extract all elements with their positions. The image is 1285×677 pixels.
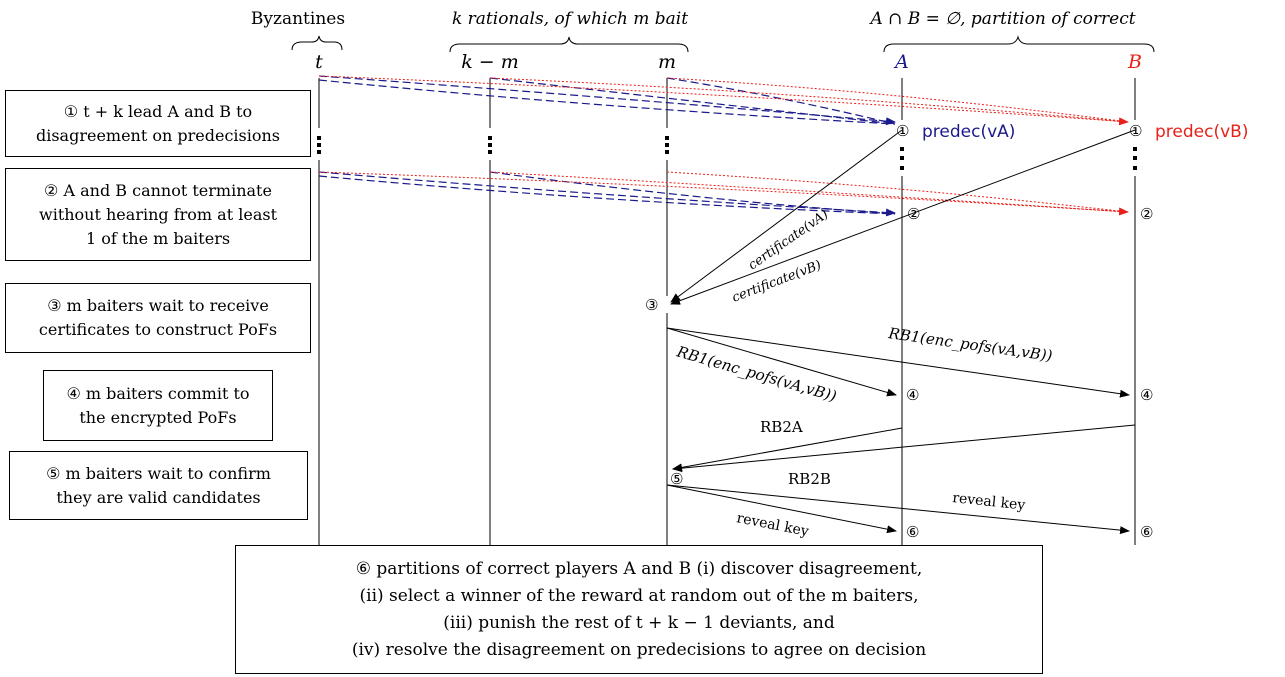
label-reveal-B: reveal key [952, 490, 1026, 514]
msg-reveal-B [666, 484, 1130, 535]
step-2-line-3: 1 of the m baiters [85, 228, 231, 248]
lifeline-dots-A [900, 147, 904, 151]
label-rb2-A: RB2A [760, 418, 803, 436]
step-4-box: ④ m baiters commit to the encrypted PoFs [43, 370, 273, 441]
marker-two-A: ② [907, 205, 920, 223]
column-label-m: m [658, 51, 676, 73]
msg-dotted-B [489, 77, 1129, 123]
column-label-k-minus-m: k − m [461, 51, 519, 73]
brace-rationals [449, 36, 689, 53]
step-6-line-4: (iv) resolve the disagreement on predeci… [351, 639, 927, 660]
msg-dotted-B [318, 75, 1129, 126]
msg-dotted-B [666, 77, 1129, 123]
group-label-byzantines: Byzantines [251, 9, 345, 29]
msg-certificate-A [670, 129, 903, 303]
group-label-rationals: k rationals, of which m bait [452, 9, 688, 29]
marker-one-B: ① [1129, 122, 1142, 140]
lifeline-dots-B [1133, 147, 1137, 151]
group-label-correct: A ∩ B = ∅, partition of correct [868, 9, 1135, 29]
step-4-line-1: ④ m baiters commit to [66, 383, 250, 403]
predec-label-B: predec(vB) [1155, 122, 1248, 142]
brace-correct [883, 35, 1155, 53]
phase2-messages [318, 171, 1129, 217]
marker-four-A: ④ [906, 386, 919, 404]
label-rb2-B: RB2B [788, 470, 831, 488]
msg-dotted-B [318, 171, 1129, 216]
msg-dashed-A [318, 75, 896, 126]
lifeline-dots-m [665, 136, 669, 140]
phase1-messages [318, 75, 1129, 126]
step-6-box: ⑥ partitions of correct players A and B … [235, 545, 1043, 674]
msg-dashed-A [489, 77, 896, 125]
column-label-B: B [1127, 51, 1142, 73]
msg-reveal-A [666, 484, 897, 534]
step-6-line-2: (ii) select a winner of the reward at ra… [359, 585, 919, 606]
step-1-box: ① t + k lead A and B to disagreement on … [5, 90, 311, 157]
label-rb1-B: RB1(enc_pofs(vA,vB)) [886, 324, 1053, 365]
label-reveal-A: reveal key [735, 510, 810, 540]
step-3-box: ③ m baiters wait to receive certificates… [5, 283, 311, 353]
step-3-line-2: certificates to construct PoFs [38, 320, 278, 339]
marker-one-A: ① [896, 122, 909, 140]
step-4-line-2: the encrypted PoFs [79, 407, 237, 427]
step-3-line-1: ③ m baiters wait to receive [47, 296, 269, 315]
msg-dashed-A [318, 175, 896, 215]
msg-rb2-A [672, 427, 903, 472]
msg-certificate-B [670, 129, 1136, 305]
lifeline-dots-k-minus-m [488, 136, 492, 140]
step-2-line-2: without hearing from at least [39, 204, 277, 224]
step-5-box: ⑤ m baiters wait to confirm they are val… [9, 451, 308, 520]
marker-six-A: ⑥ [906, 523, 919, 541]
brace-byzantines [291, 35, 343, 51]
marker-two-B: ② [1140, 205, 1153, 223]
step-1-line-1: ① t + k lead A and B to [63, 101, 253, 121]
step-6-line-1: ⑥ partitions of correct players A and B … [355, 558, 923, 579]
marker-three-m: ③ [645, 296, 658, 314]
msg-dotted-B [489, 171, 1129, 213]
column-label-t: t [315, 51, 323, 73]
predec-label-A: predec(vA) [922, 122, 1015, 142]
msg-rb2-B [672, 424, 1136, 473]
msg-rb1-A [666, 327, 897, 397]
lifeline-dots-t [317, 136, 321, 140]
msg-dotted-B [666, 171, 1129, 213]
msg-dashed-A [666, 77, 896, 125]
step-1-line-2: disagreement on predecisions [35, 125, 281, 145]
msg-dashed-A [489, 171, 896, 215]
msg-dashed-A [318, 171, 896, 217]
step-6-line-3: (iii) punish the rest of t + k − 1 devia… [443, 612, 835, 633]
step-2-box: ② A and B cannot terminate without heari… [5, 168, 311, 261]
label-rb1-A: RB1(enc_pofs(vA,vB)) [674, 342, 839, 405]
msg-rb1-B [666, 327, 1130, 398]
msg-dashed-A [318, 79, 896, 125]
column-label-A: A [893, 51, 909, 73]
marker-six-B: ⑥ [1140, 523, 1153, 541]
marker-five-m: ⑤ [670, 470, 683, 488]
step-5-line-2: they are valid candidates [56, 487, 261, 507]
marker-four-B: ④ [1140, 386, 1153, 404]
step-5-line-1: ⑤ m baiters wait to confirm [46, 463, 271, 483]
label-certificate-B: certificate(vB) [730, 258, 823, 306]
step-2-line-1: ② A and B cannot terminate [44, 180, 272, 200]
